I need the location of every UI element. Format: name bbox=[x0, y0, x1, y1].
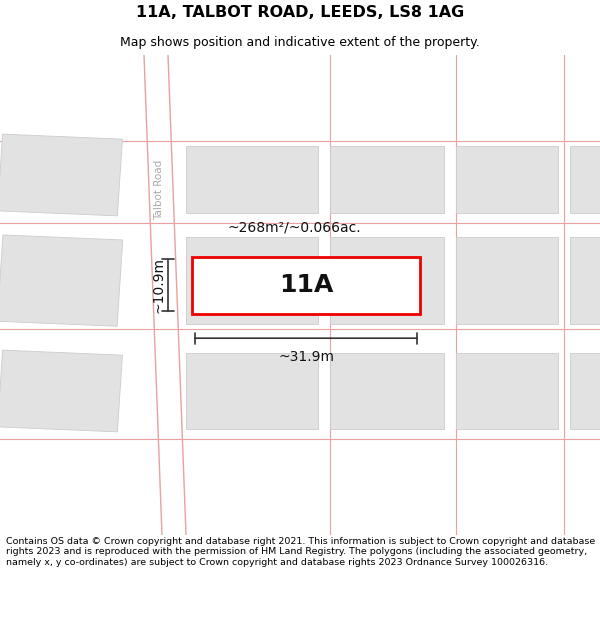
Bar bbox=[0, 134, 122, 216]
Bar bbox=[330, 352, 444, 429]
Bar bbox=[0, 350, 122, 432]
Text: 11A, TALBOT ROAD, LEEDS, LS8 1AG: 11A, TALBOT ROAD, LEEDS, LS8 1AG bbox=[136, 4, 464, 19]
Bar bbox=[0, 235, 123, 326]
Bar bbox=[186, 352, 318, 429]
Text: Contains OS data © Crown copyright and database right 2021. This information is : Contains OS data © Crown copyright and d… bbox=[6, 537, 595, 567]
Text: ~10.9m: ~10.9m bbox=[151, 258, 165, 313]
Text: Talbot Road: Talbot Road bbox=[154, 159, 164, 219]
Bar bbox=[570, 146, 600, 213]
Bar bbox=[330, 146, 444, 213]
Bar bbox=[186, 146, 318, 213]
Bar bbox=[330, 238, 444, 324]
Bar bbox=[456, 352, 558, 429]
Text: Map shows position and indicative extent of the property.: Map shows position and indicative extent… bbox=[120, 36, 480, 49]
Bar bbox=[456, 238, 558, 324]
Bar bbox=[570, 352, 600, 429]
Text: ~268m²/~0.066ac.: ~268m²/~0.066ac. bbox=[227, 221, 361, 235]
Text: 11A: 11A bbox=[279, 273, 333, 298]
Bar bbox=[186, 238, 318, 324]
Bar bbox=[570, 238, 600, 324]
Bar bbox=[192, 257, 420, 314]
Text: ~31.9m: ~31.9m bbox=[278, 350, 334, 364]
Bar bbox=[456, 146, 558, 213]
